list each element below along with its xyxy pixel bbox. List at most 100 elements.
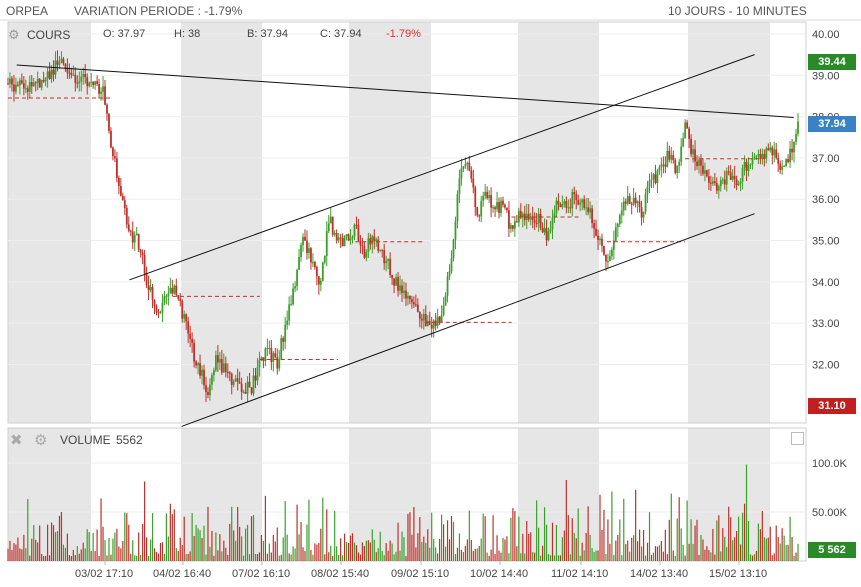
candle-body bbox=[278, 358, 281, 369]
candle-body bbox=[236, 378, 239, 382]
candle-body bbox=[616, 223, 619, 228]
candle-body bbox=[704, 170, 706, 174]
price-settings-gear-icon[interactable]: ⚙ bbox=[8, 27, 20, 42]
candle-body bbox=[315, 267, 318, 277]
candle-body bbox=[187, 321, 190, 334]
candle-body bbox=[648, 180, 651, 187]
candle-body bbox=[205, 385, 207, 393]
candle-body bbox=[709, 182, 712, 184]
candle-body bbox=[11, 78, 13, 85]
candle-body bbox=[632, 197, 635, 205]
volume-settings-gear-icon[interactable]: ⚙ bbox=[34, 432, 48, 449]
period-variation: VARIATION PERIODE : -1.79% bbox=[74, 4, 243, 18]
candle-body bbox=[353, 224, 356, 237]
candle-body bbox=[539, 213, 542, 228]
candle-body bbox=[397, 277, 399, 291]
candle-body bbox=[125, 207, 128, 225]
candle-body bbox=[345, 234, 348, 237]
candle-body bbox=[266, 347, 269, 349]
volume-tick-label: 50.00K bbox=[812, 507, 848, 519]
candle-body bbox=[735, 179, 738, 186]
candle-body bbox=[638, 201, 641, 208]
candle-body bbox=[654, 174, 657, 184]
candle-body bbox=[432, 320, 435, 329]
candle-body bbox=[38, 78, 41, 88]
candle-body bbox=[337, 237, 340, 241]
candle-body bbox=[581, 199, 584, 203]
close-value: C: 37.94 bbox=[320, 28, 362, 40]
candle-body bbox=[149, 287, 152, 291]
candle-body bbox=[327, 223, 330, 231]
candle-body bbox=[579, 202, 582, 205]
candle-body bbox=[143, 255, 146, 274]
candle-body bbox=[290, 304, 293, 306]
candle-body bbox=[66, 67, 69, 73]
candle-body bbox=[207, 392, 209, 396]
trendline bbox=[16, 64, 794, 118]
price-low-tag: 31.10 bbox=[808, 398, 856, 414]
candle-body bbox=[42, 80, 45, 82]
candle-body bbox=[145, 273, 148, 286]
candle-body bbox=[248, 381, 251, 388]
candle-body bbox=[104, 86, 106, 105]
candle-body bbox=[565, 201, 568, 208]
candle-body bbox=[367, 238, 370, 252]
candle-body bbox=[171, 287, 174, 294]
candle-body bbox=[76, 82, 79, 84]
candle-body bbox=[652, 174, 655, 180]
candle-body bbox=[119, 185, 122, 196]
candle-body bbox=[741, 167, 744, 182]
candle-body bbox=[268, 347, 271, 349]
candle-body bbox=[668, 150, 671, 160]
candle-body bbox=[549, 229, 552, 232]
candle-body bbox=[733, 175, 736, 180]
price-panel-frame bbox=[7, 21, 807, 424]
candle-body bbox=[442, 305, 445, 316]
candle-body bbox=[40, 80, 43, 88]
candle-body bbox=[30, 82, 33, 87]
candle-body bbox=[82, 74, 85, 77]
candle-body bbox=[731, 175, 734, 180]
candle-body bbox=[98, 83, 100, 94]
candle-body bbox=[296, 269, 298, 287]
candle-body bbox=[767, 148, 770, 151]
x-tick-label: 07/02 16:10 bbox=[232, 568, 290, 580]
candle-body bbox=[365, 251, 368, 258]
candle-body bbox=[110, 130, 112, 148]
candle-body bbox=[698, 159, 700, 166]
candle-body bbox=[557, 200, 560, 205]
candle-body bbox=[537, 213, 540, 224]
candle-body bbox=[159, 312, 162, 314]
candle-body bbox=[575, 194, 578, 200]
candle-body bbox=[529, 216, 532, 220]
remove-volume-close-icon[interactable]: ✖ bbox=[10, 432, 23, 449]
candle-body bbox=[484, 191, 487, 196]
candle-body bbox=[480, 200, 483, 217]
candle-body bbox=[500, 200, 502, 213]
candle-body bbox=[418, 311, 421, 319]
trendline bbox=[129, 54, 755, 281]
candle-body bbox=[563, 201, 566, 205]
candle-body bbox=[28, 82, 31, 92]
candle-body bbox=[193, 342, 196, 362]
candle-body bbox=[773, 149, 776, 156]
candle-body bbox=[391, 274, 394, 279]
price-tick-label: 33.00 bbox=[812, 318, 840, 330]
price-panel-label: COURS bbox=[27, 28, 71, 42]
candle-body bbox=[274, 353, 277, 358]
candle-body bbox=[791, 148, 793, 153]
candle-body bbox=[72, 74, 75, 76]
candle-body bbox=[401, 285, 403, 294]
candle-body bbox=[302, 236, 304, 246]
volume-maximize-checkbox[interactable] bbox=[791, 432, 804, 445]
candle-body bbox=[300, 245, 302, 257]
candle-body bbox=[797, 121, 799, 134]
candle-body bbox=[123, 200, 126, 208]
candle-body bbox=[92, 81, 95, 86]
candle-body bbox=[436, 316, 439, 326]
candle-body bbox=[551, 217, 554, 230]
price-tick-label: 35.00 bbox=[812, 236, 840, 248]
candle-body bbox=[777, 157, 780, 164]
